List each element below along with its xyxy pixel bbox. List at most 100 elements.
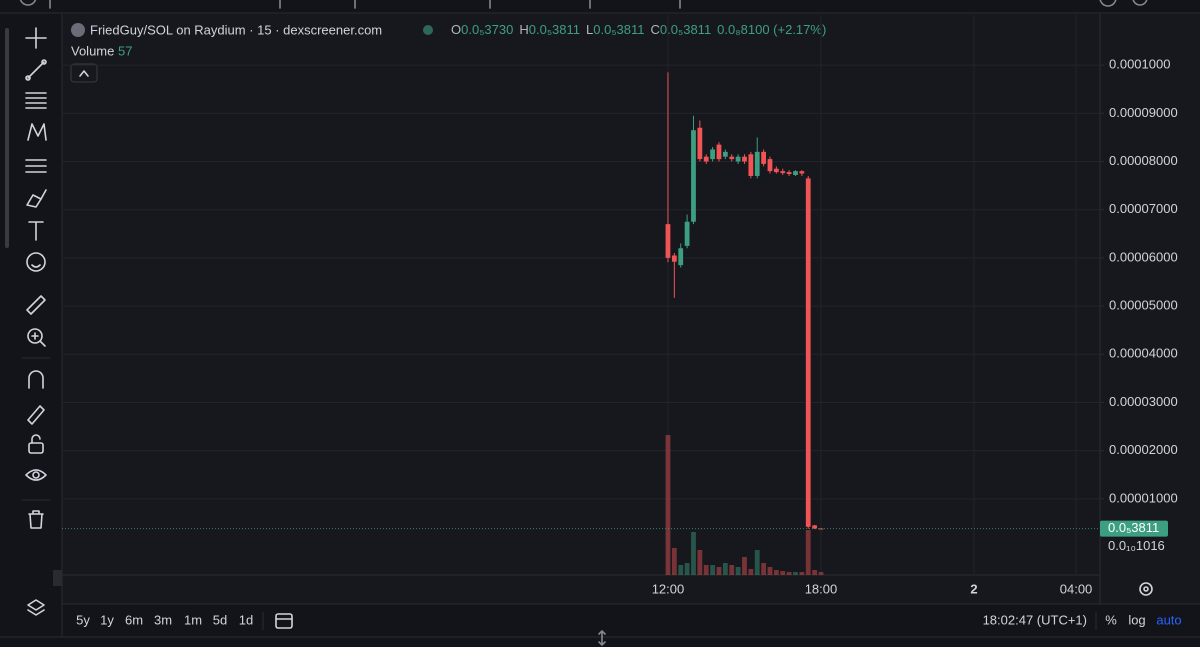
- drawing-toolbar: [22, 27, 62, 616]
- y-tick-label: 0.00009000: [1109, 105, 1178, 120]
- candle-body: [671, 255, 677, 262]
- lock-tool[interactable]: [28, 434, 44, 454]
- y-tick-label: 0.00004000: [1109, 346, 1178, 361]
- forecast-tool[interactable]: [25, 159, 47, 173]
- range-button[interactable]: 1d: [239, 612, 253, 627]
- ohlc-label: O: [451, 22, 461, 37]
- y-tick-label: 0.00003000: [1109, 394, 1178, 409]
- pair-logo: [71, 23, 85, 37]
- volume-bar: [818, 572, 824, 575]
- volume-bar: [665, 435, 671, 575]
- volume-bar: [697, 550, 703, 575]
- brush-tool[interactable]: [26, 189, 47, 208]
- trendline-tool[interactable]: [25, 59, 47, 81]
- collapse-arrow: [79, 70, 89, 77]
- emoji-tool[interactable]: [26, 252, 46, 272]
- ohlc-label: H: [519, 22, 528, 37]
- object-tree[interactable]: [27, 599, 45, 616]
- range-button[interactable]: 1y: [100, 612, 114, 627]
- scrollbar: [5, 28, 9, 248]
- candle-body: [716, 144, 722, 160]
- y-tick-label: 0.00007000: [1109, 201, 1178, 216]
- volume-bar: [812, 570, 818, 575]
- range-button[interactable]: 3m: [154, 612, 172, 627]
- candle-body: [742, 156, 747, 162]
- y-tick-label: 0.00001000: [1109, 490, 1178, 505]
- candle-body: [780, 171, 786, 174]
- ruler-tool[interactable]: [26, 295, 46, 315]
- fib-tool[interactable]: [25, 92, 47, 109]
- top-toolbar: [19, 0, 1148, 9]
- candle-body: [678, 248, 684, 266]
- candle-body: [812, 525, 818, 529]
- ohlc-label: L: [586, 22, 593, 37]
- x-tick-label: 2: [970, 581, 977, 596]
- text-tool[interactable]: [28, 221, 44, 241]
- y-tick-label: 0.00008000: [1109, 153, 1178, 168]
- volume-bar: [761, 563, 766, 575]
- scale-option[interactable]: log: [1128, 612, 1145, 627]
- volume-bar: [805, 530, 811, 575]
- y-tick-label: 0.00005000: [1109, 298, 1178, 313]
- scale-option[interactable]: auto: [1156, 612, 1181, 627]
- ohlc-legend: O0.0₅3730 H0.0₅3811 L0.0₅3811 C0.0₅3811 0.0₈…: [451, 22, 826, 37]
- crosshair-tool[interactable]: [25, 27, 47, 49]
- volume-bar: [742, 557, 747, 575]
- magnet-tool[interactable]: [28, 370, 44, 389]
- range-button[interactable]: 5y: [76, 612, 90, 627]
- volume-bar: [678, 565, 684, 575]
- candle-body: [748, 154, 754, 176]
- volume-bar: [716, 567, 722, 575]
- range-button[interactable]: 5d: [213, 612, 227, 627]
- candle-body: [735, 156, 741, 162]
- range-button[interactable]: 6m: [125, 612, 143, 627]
- go-to-date[interactable]: [275, 613, 293, 629]
- collapse-legend[interactable]: [70, 63, 98, 83]
- volume-bar: [786, 572, 792, 575]
- change-value: 0.0₈8100 (+2.17%): [717, 22, 826, 37]
- footer: 5y 1y 6m 3m 1m 5d 1d 18:02:47 (UTC+1)% log auto: [76, 612, 1182, 627]
- volume-bar: [799, 572, 805, 575]
- candle-body: [691, 130, 696, 222]
- candle-body: [684, 221, 690, 246]
- candle-body: [773, 168, 779, 173]
- volume-bar: [780, 571, 786, 575]
- plot-background: [62, 14, 1200, 604]
- lock-draw-tool[interactable]: [27, 405, 45, 425]
- volume-price-label: 0.0₁₀1016: [1108, 538, 1165, 553]
- zoom-tool[interactable]: [27, 328, 46, 347]
- plot: 0.00001000 0.00002000 0.00003000 0.00004000…: [62, 15, 1178, 596]
- volume-bar: [691, 532, 696, 575]
- last-price-box: [1100, 520, 1168, 537]
- range-button[interactable]: 1m: [184, 612, 202, 627]
- resize-handle[interactable]: [598, 630, 606, 646]
- candle-body: [799, 171, 805, 174]
- volume-bar: [773, 570, 779, 575]
- volume-bar: [748, 569, 754, 575]
- volume-bar: [671, 548, 677, 575]
- settings[interactable]: [1139, 582, 1153, 596]
- y-tick-label: 0.00006000: [1109, 249, 1178, 264]
- ohlc-value: 0.0₅3811: [529, 22, 580, 37]
- volume-label: Volume: [71, 43, 114, 58]
- status-dot: [423, 25, 433, 35]
- volume-value: 57: [118, 43, 132, 58]
- visibility-tool[interactable]: [25, 469, 47, 481]
- clock: 18:02:47 (UTC+1): [983, 612, 1087, 627]
- candle-body: [665, 224, 671, 258]
- volume-bar: [703, 565, 709, 575]
- candle-body: [722, 151, 728, 157]
- volume-bar: [754, 550, 760, 575]
- scale-option[interactable]: %: [1105, 612, 1117, 627]
- delete-tool[interactable]: [28, 510, 44, 529]
- ohlc-value: 0.0₅3811: [593, 22, 644, 37]
- pattern-tool[interactable]: [27, 123, 47, 141]
- y-tick-label: 0.0001000: [1109, 57, 1170, 72]
- collapse-toolbar[interactable]: [53, 570, 62, 586]
- x-tick-label: 04:00: [1060, 581, 1093, 596]
- volume-bar: [793, 572, 798, 575]
- volume-bar: [729, 565, 735, 575]
- candle-body: [786, 172, 792, 175]
- chart-title: FriedGuy/SOL on Raydium · 15 · dexscreen…: [90, 22, 382, 37]
